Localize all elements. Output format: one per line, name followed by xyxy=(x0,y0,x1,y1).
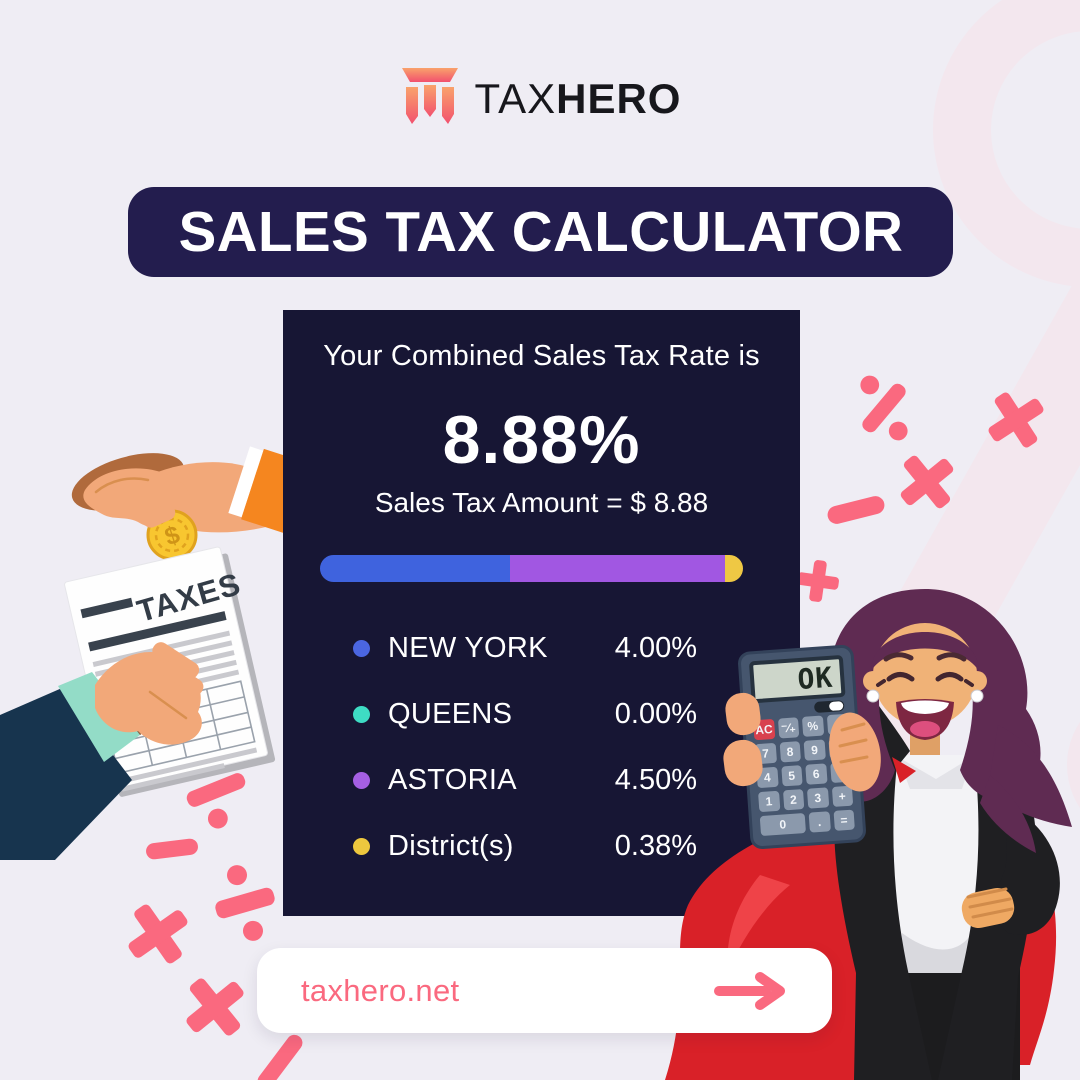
calc-key-8: 8 xyxy=(779,741,801,763)
legend-row: NEW YORK 4.00% xyxy=(353,628,697,668)
calc-key-6: 6 xyxy=(805,763,828,785)
jurisdiction-name: ASTORIA xyxy=(388,763,517,796)
smiling-mouth xyxy=(896,699,954,740)
title-banner: SALES TAX CALCULATOR xyxy=(128,187,953,277)
calculator-power-toggle xyxy=(813,699,845,714)
legend-row: QUEENS 0.00% xyxy=(353,694,697,734)
result-card: Your Combined Sales Tax Rate is 8.88% Sa… xyxy=(283,310,800,916)
jurisdiction-rate: 4.50% xyxy=(614,763,697,796)
legend-bullet xyxy=(353,837,370,855)
calc-key-.: . xyxy=(808,811,831,833)
calculator-keypad: AC ⁻⁄₊% ÷ 7 8 9 x 4 5 6- 1 2 3 +0. = xyxy=(753,713,855,837)
calculator: OK AC ⁻⁄₊% ÷ 7 8 9 x 4 5 6- 1 2 3 +0. = xyxy=(737,644,867,850)
website-link[interactable]: taxhero.net xyxy=(301,972,460,1008)
calc-key-+: + xyxy=(831,785,854,808)
calc-key-0: 0 xyxy=(759,812,807,837)
tax-bar-segment xyxy=(510,555,725,582)
legend-bullet xyxy=(353,705,370,723)
tax-bar-segment xyxy=(320,555,511,582)
calc-key-÷: ÷ xyxy=(826,713,849,736)
jurisdiction-rate: 0.00% xyxy=(614,697,697,730)
jurisdiction-rate: 0.38% xyxy=(614,829,697,862)
page-title: SALES TAX CALCULATOR xyxy=(178,200,903,264)
jurisdiction-name: District(s) xyxy=(388,829,514,862)
brand-logo: TAXHERO xyxy=(0,64,1080,134)
taxhero-shield-icon xyxy=(401,68,458,124)
calc-key-AC: AC xyxy=(753,718,775,741)
closed-eye-right xyxy=(935,672,964,682)
calc-key-7: 7 xyxy=(754,742,777,765)
legend-bullet xyxy=(353,639,370,657)
logo-text-hero: HERO xyxy=(556,75,682,122)
arrow-right-icon[interactable] xyxy=(712,970,788,1012)
footer-cta-bar[interactable]: taxhero.net xyxy=(257,948,832,1033)
calc-key-⁻⁄₊: ⁻⁄₊ xyxy=(777,717,800,739)
calc-key-9: 9 xyxy=(803,739,826,761)
hip-hand xyxy=(961,887,1015,929)
taxes-document: TAXES xyxy=(64,546,276,797)
calc-key--: - xyxy=(829,761,852,784)
taxes-label: TAXES xyxy=(133,566,245,629)
legend-bullet xyxy=(353,771,370,789)
tax-bar xyxy=(320,555,743,582)
cape-right xyxy=(982,800,1057,1065)
jurisdiction-rate: 4.00% xyxy=(614,631,697,664)
calc-key-5: 5 xyxy=(780,765,803,787)
combined-rate-value: 8.88% xyxy=(442,402,641,478)
logo-text-tax: TAX xyxy=(474,75,557,122)
svg-text:$: $ xyxy=(161,520,183,551)
coin-hand: $ xyxy=(71,446,300,561)
document-holding-hand xyxy=(0,642,204,860)
calc-key-=: = xyxy=(833,809,855,831)
calc-key-1: 1 xyxy=(758,790,780,813)
brand-wordmark: TAXHERO xyxy=(475,75,682,123)
calc-key-x: x xyxy=(828,737,850,760)
jurisdiction-name: QUEENS xyxy=(388,697,513,730)
legend-row: District(s) 0.38% xyxy=(353,826,697,866)
calc-key-2: 2 xyxy=(782,789,805,811)
arm-on-hip xyxy=(976,807,1060,935)
calc-key-4: 4 xyxy=(756,766,779,789)
tax-amount-line: Sales Tax Amount = $ 8.88 xyxy=(374,487,709,518)
closed-eye-left xyxy=(886,672,915,682)
calc-key-3: 3 xyxy=(806,787,829,809)
tax-bar-segment xyxy=(724,555,743,582)
legend-row: ASTORIA 4.50% xyxy=(353,760,697,800)
face xyxy=(873,623,977,727)
tax-document-illustration: $ TAXES xyxy=(0,446,300,860)
card-heading: Your Combined Sales Tax Rate is xyxy=(323,340,760,372)
jurisdiction-legend: NEW YORK 4.00% QUEENS 0.00% ASTORIA 4.50… xyxy=(353,628,697,892)
calculator-display: OK xyxy=(748,654,846,704)
jurisdiction-name: NEW YORK xyxy=(388,631,548,664)
calc-key-%: % xyxy=(801,715,824,737)
